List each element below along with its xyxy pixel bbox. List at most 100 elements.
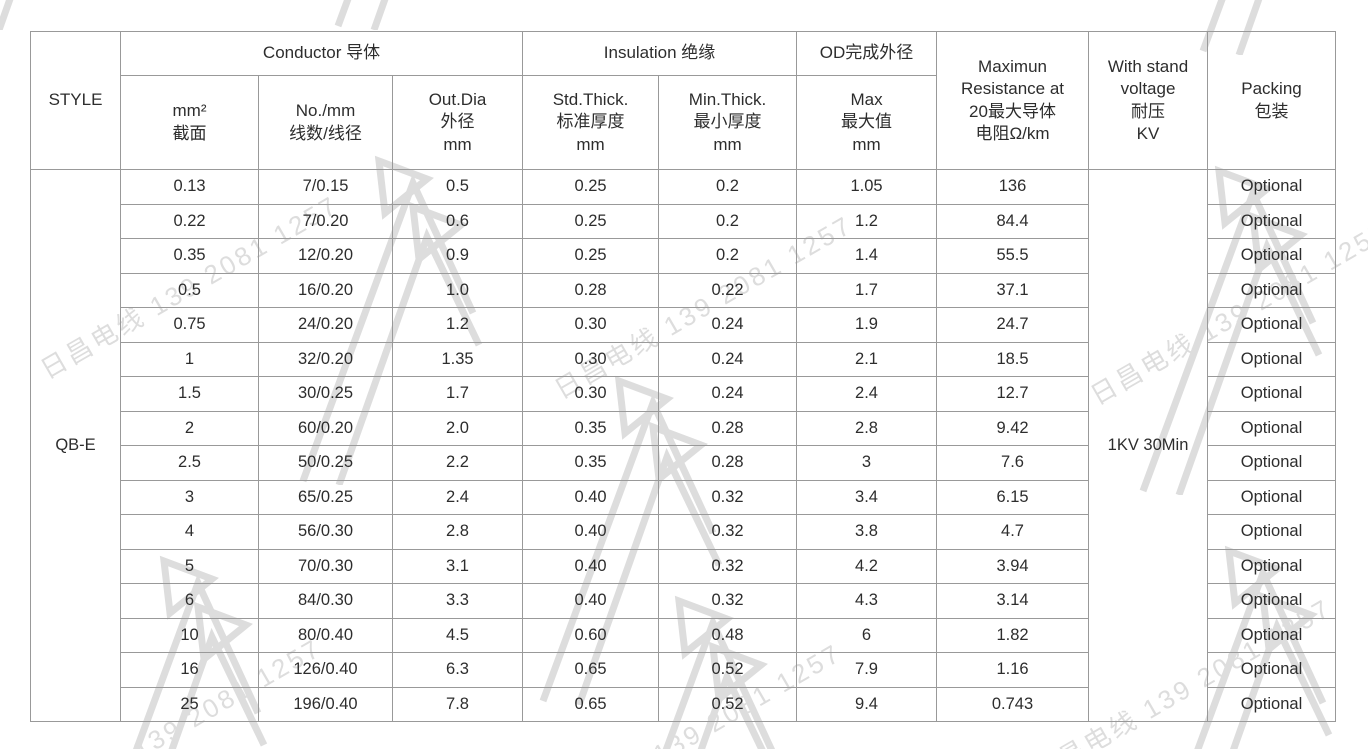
- cell-value: 3.4: [796, 479, 938, 515]
- cell-packing: Optional: [1207, 341, 1337, 377]
- col-header-packing: Packing 包装: [1207, 31, 1337, 170]
- col-header-resistance: Maximun Resistance at 20最大导体 电阻Ω/km: [936, 31, 1090, 170]
- col-header-std-thick: Std.Thick. 标准厚度 mm: [522, 75, 660, 170]
- cell-value: 80/0.40: [258, 617, 393, 653]
- cell-value: 2.1: [796, 341, 938, 377]
- cell-packing: Optional: [1207, 583, 1337, 619]
- cell-value: 1.82: [936, 617, 1090, 653]
- cell-value: 3.94: [936, 548, 1090, 584]
- cell-value: 3.3: [391, 583, 524, 619]
- cell-value: 0.35: [522, 410, 660, 446]
- cell-value: 2.5: [120, 445, 259, 481]
- cell-value: 84/0.30: [258, 583, 393, 619]
- cell-value: 196/0.40: [258, 686, 393, 722]
- cell-value: 24/0.20: [258, 307, 393, 343]
- cell-value: 3.1: [391, 548, 524, 584]
- brand-triangle-logo-icon: [334, 0, 389, 30]
- cell-value: 0.40: [522, 514, 660, 550]
- cell-value: 0.22: [120, 203, 259, 239]
- cell-packing: Optional: [1207, 410, 1337, 446]
- cell-value: 0.32: [658, 479, 798, 515]
- cell-style-value: QB-E: [30, 169, 121, 722]
- cell-value: 0.32: [658, 583, 798, 619]
- cell-value: 1.35: [391, 341, 524, 377]
- cell-value: 1.7: [796, 272, 938, 308]
- cell-value: 0.25: [522, 203, 660, 239]
- col-header-od: OD完成外径: [796, 31, 938, 76]
- cell-value: 4.7: [936, 514, 1090, 550]
- cell-value: 12.7: [936, 376, 1090, 412]
- header-row-sub: mm² 截面 No./mm 线数/线径 Out.Dia 外径 mm Std.Th…: [31, 75, 1336, 170]
- cell-value: 0.743: [936, 686, 1090, 722]
- cell-value: 25: [120, 686, 259, 722]
- cell-value: 1.4: [796, 238, 938, 274]
- cell-value: 0.40: [522, 479, 660, 515]
- cell-value: 5: [120, 548, 259, 584]
- spec-table: STYLE Conductor 导体 Insulation 绝缘 OD完成外径 …: [30, 31, 1337, 722]
- cell-value: 3: [796, 445, 938, 481]
- cell-packing: Optional: [1207, 548, 1337, 584]
- cell-value: 3: [120, 479, 259, 515]
- cell-value: 7/0.15: [258, 169, 393, 205]
- cell-value: 37.1: [936, 272, 1090, 308]
- cell-value: 2: [120, 410, 259, 446]
- col-header-min-thick: Min.Thick. 最小厚度 mm: [658, 75, 798, 170]
- cell-value: 0.24: [658, 341, 798, 377]
- cell-value: 16: [120, 652, 259, 688]
- cell-value: 7/0.20: [258, 203, 393, 239]
- cell-value: 2.4: [796, 376, 938, 412]
- cell-value: 0.52: [658, 652, 798, 688]
- cell-value: 0.65: [522, 686, 660, 722]
- cell-value: 6.3: [391, 652, 524, 688]
- cell-packing: Optional: [1207, 272, 1337, 308]
- cell-value: 4.5: [391, 617, 524, 653]
- cell-packing: Optional: [1207, 686, 1337, 722]
- cell-value: 2.4: [391, 479, 524, 515]
- cell-value: 3.8: [796, 514, 938, 550]
- cell-value: 16/0.20: [258, 272, 393, 308]
- cell-value: 7.9: [796, 652, 938, 688]
- cell-value: 1.2: [796, 203, 938, 239]
- cell-value: 0.60: [522, 617, 660, 653]
- cell-value: 1.9: [796, 307, 938, 343]
- cell-value: 4.3: [796, 583, 938, 619]
- cell-value: 0.24: [658, 376, 798, 412]
- cell-value: 1.7: [391, 376, 524, 412]
- cell-value: 65/0.25: [258, 479, 393, 515]
- cell-value: 0.22: [658, 272, 798, 308]
- cell-value: 7.6: [936, 445, 1090, 481]
- col-header-withstand-voltage: With stand voltage 耐压 KV: [1088, 31, 1209, 170]
- cell-value: 2.0: [391, 410, 524, 446]
- cell-value: 6: [120, 583, 259, 619]
- cell-value: 56/0.30: [258, 514, 393, 550]
- cell-value: 70/0.30: [258, 548, 393, 584]
- cell-withstand-voltage: 1KV 30Min: [1088, 169, 1209, 722]
- cell-value: 1.16: [936, 652, 1090, 688]
- cell-value: 6.15: [936, 479, 1090, 515]
- col-header-insulation: Insulation 绝缘: [522, 31, 798, 76]
- cell-value: 60/0.20: [258, 410, 393, 446]
- cell-value: 2.8: [391, 514, 524, 550]
- cell-value: 136: [936, 169, 1090, 205]
- cell-value: 0.32: [658, 548, 798, 584]
- col-header-style: STYLE: [30, 31, 121, 170]
- col-header-strands: No./mm 线数/线径: [258, 75, 393, 170]
- cell-packing: Optional: [1207, 169, 1337, 205]
- header-row-group: STYLE Conductor 导体 Insulation 绝缘 OD完成外径 …: [30, 31, 1337, 170]
- col-header-section-area: mm² 截面: [120, 75, 259, 170]
- cell-value: 24.7: [936, 307, 1090, 343]
- cell-packing: Optional: [1207, 307, 1337, 343]
- cell-value: 0.65: [522, 652, 660, 688]
- cell-value: 0.9: [391, 238, 524, 274]
- cell-value: 4: [120, 514, 259, 550]
- cell-value: 1.0: [391, 272, 524, 308]
- cell-value: 84.4: [936, 203, 1090, 239]
- cell-value: 50/0.25: [258, 445, 393, 481]
- cell-value: 0.28: [658, 410, 798, 446]
- col-header-od-max: Max 最大值 mm: [796, 75, 938, 170]
- cell-value: 30/0.25: [258, 376, 393, 412]
- cell-value: 1.2: [391, 307, 524, 343]
- cell-packing: Optional: [1207, 514, 1337, 550]
- cell-value: 0.2: [658, 238, 798, 274]
